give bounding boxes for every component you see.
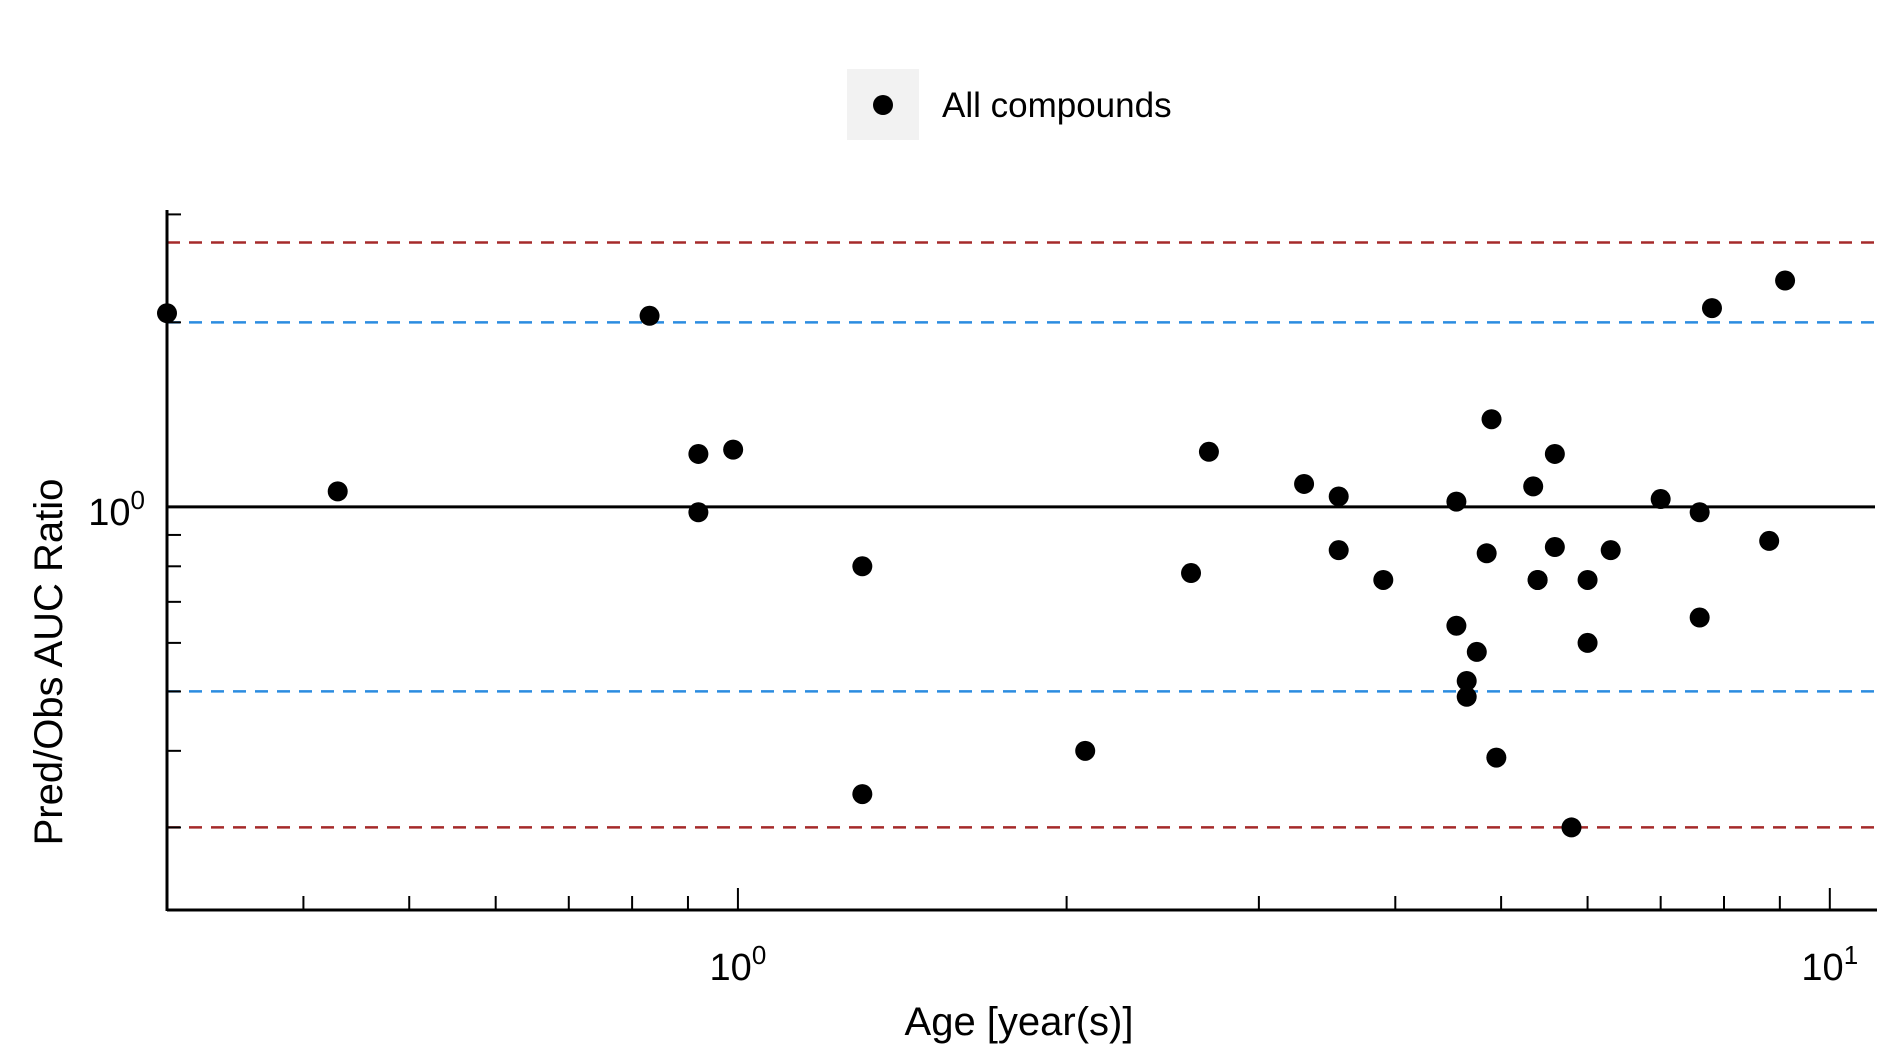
data-point-0-29 (1577, 569, 1598, 590)
data-point-0-21 (1481, 409, 1502, 430)
y-axis: 100 (88, 210, 181, 911)
data-point-0-16 (1446, 615, 1467, 636)
data-point-0-11 (1294, 473, 1315, 494)
legend-label: All compounds (942, 86, 1172, 125)
data-point-0-13 (1328, 540, 1349, 561)
data-point-0-20 (1476, 543, 1497, 564)
data-point-0-36 (1759, 530, 1780, 551)
data-point-0-35 (1701, 298, 1722, 319)
data-point-0-22 (1486, 747, 1507, 768)
legend-marker (873, 95, 893, 115)
y-tick-label-0: 100 (88, 485, 145, 534)
data-point-0-18 (1456, 686, 1477, 707)
data-point-0-28 (1561, 817, 1582, 838)
data-point-0-2 (639, 305, 660, 326)
data-point-0-31 (1600, 540, 1621, 561)
data-point-0-32 (1650, 489, 1671, 510)
data-point-0-14 (1373, 569, 1394, 590)
data-point-0-37 (1775, 270, 1796, 291)
data-point-0-1 (327, 481, 348, 502)
data-point-0-3 (688, 443, 709, 464)
x-tick-label-0: 100 (710, 940, 767, 989)
data-point-0-10 (1198, 441, 1219, 462)
reference-lines (167, 241, 1875, 829)
data-point-0-9 (1181, 563, 1202, 584)
y-axis-title: Pred/Obs AUC Ratio (27, 479, 71, 846)
x-axis-title: Age [year(s)] (905, 1000, 1134, 1044)
data-point-0-5 (723, 439, 744, 460)
x-axis: 100 101 (166, 888, 1877, 989)
data-point-0-23 (1523, 476, 1544, 497)
data-point-0-6 (852, 556, 873, 577)
data-point-0-27 (1544, 537, 1565, 558)
data-points (157, 270, 1796, 838)
data-point-0-30 (1577, 632, 1598, 653)
data-point-0-25 (1527, 569, 1548, 590)
data-point-0-0 (157, 303, 177, 324)
data-point-0-33 (1689, 502, 1710, 523)
data-point-0-4 (688, 502, 709, 523)
data-point-0-17 (1456, 670, 1477, 691)
data-point-0-7 (852, 784, 873, 805)
legend: All compounds (847, 69, 1172, 140)
x-tick-label-1: 101 (1801, 940, 1858, 989)
data-point-0-15 (1446, 491, 1467, 512)
data-point-0-19 (1466, 641, 1487, 662)
data-point-0-26 (1544, 443, 1565, 464)
data-point-0-34 (1689, 607, 1710, 628)
data-point-0-12 (1328, 486, 1349, 507)
data-point-0-8 (1075, 740, 1096, 761)
